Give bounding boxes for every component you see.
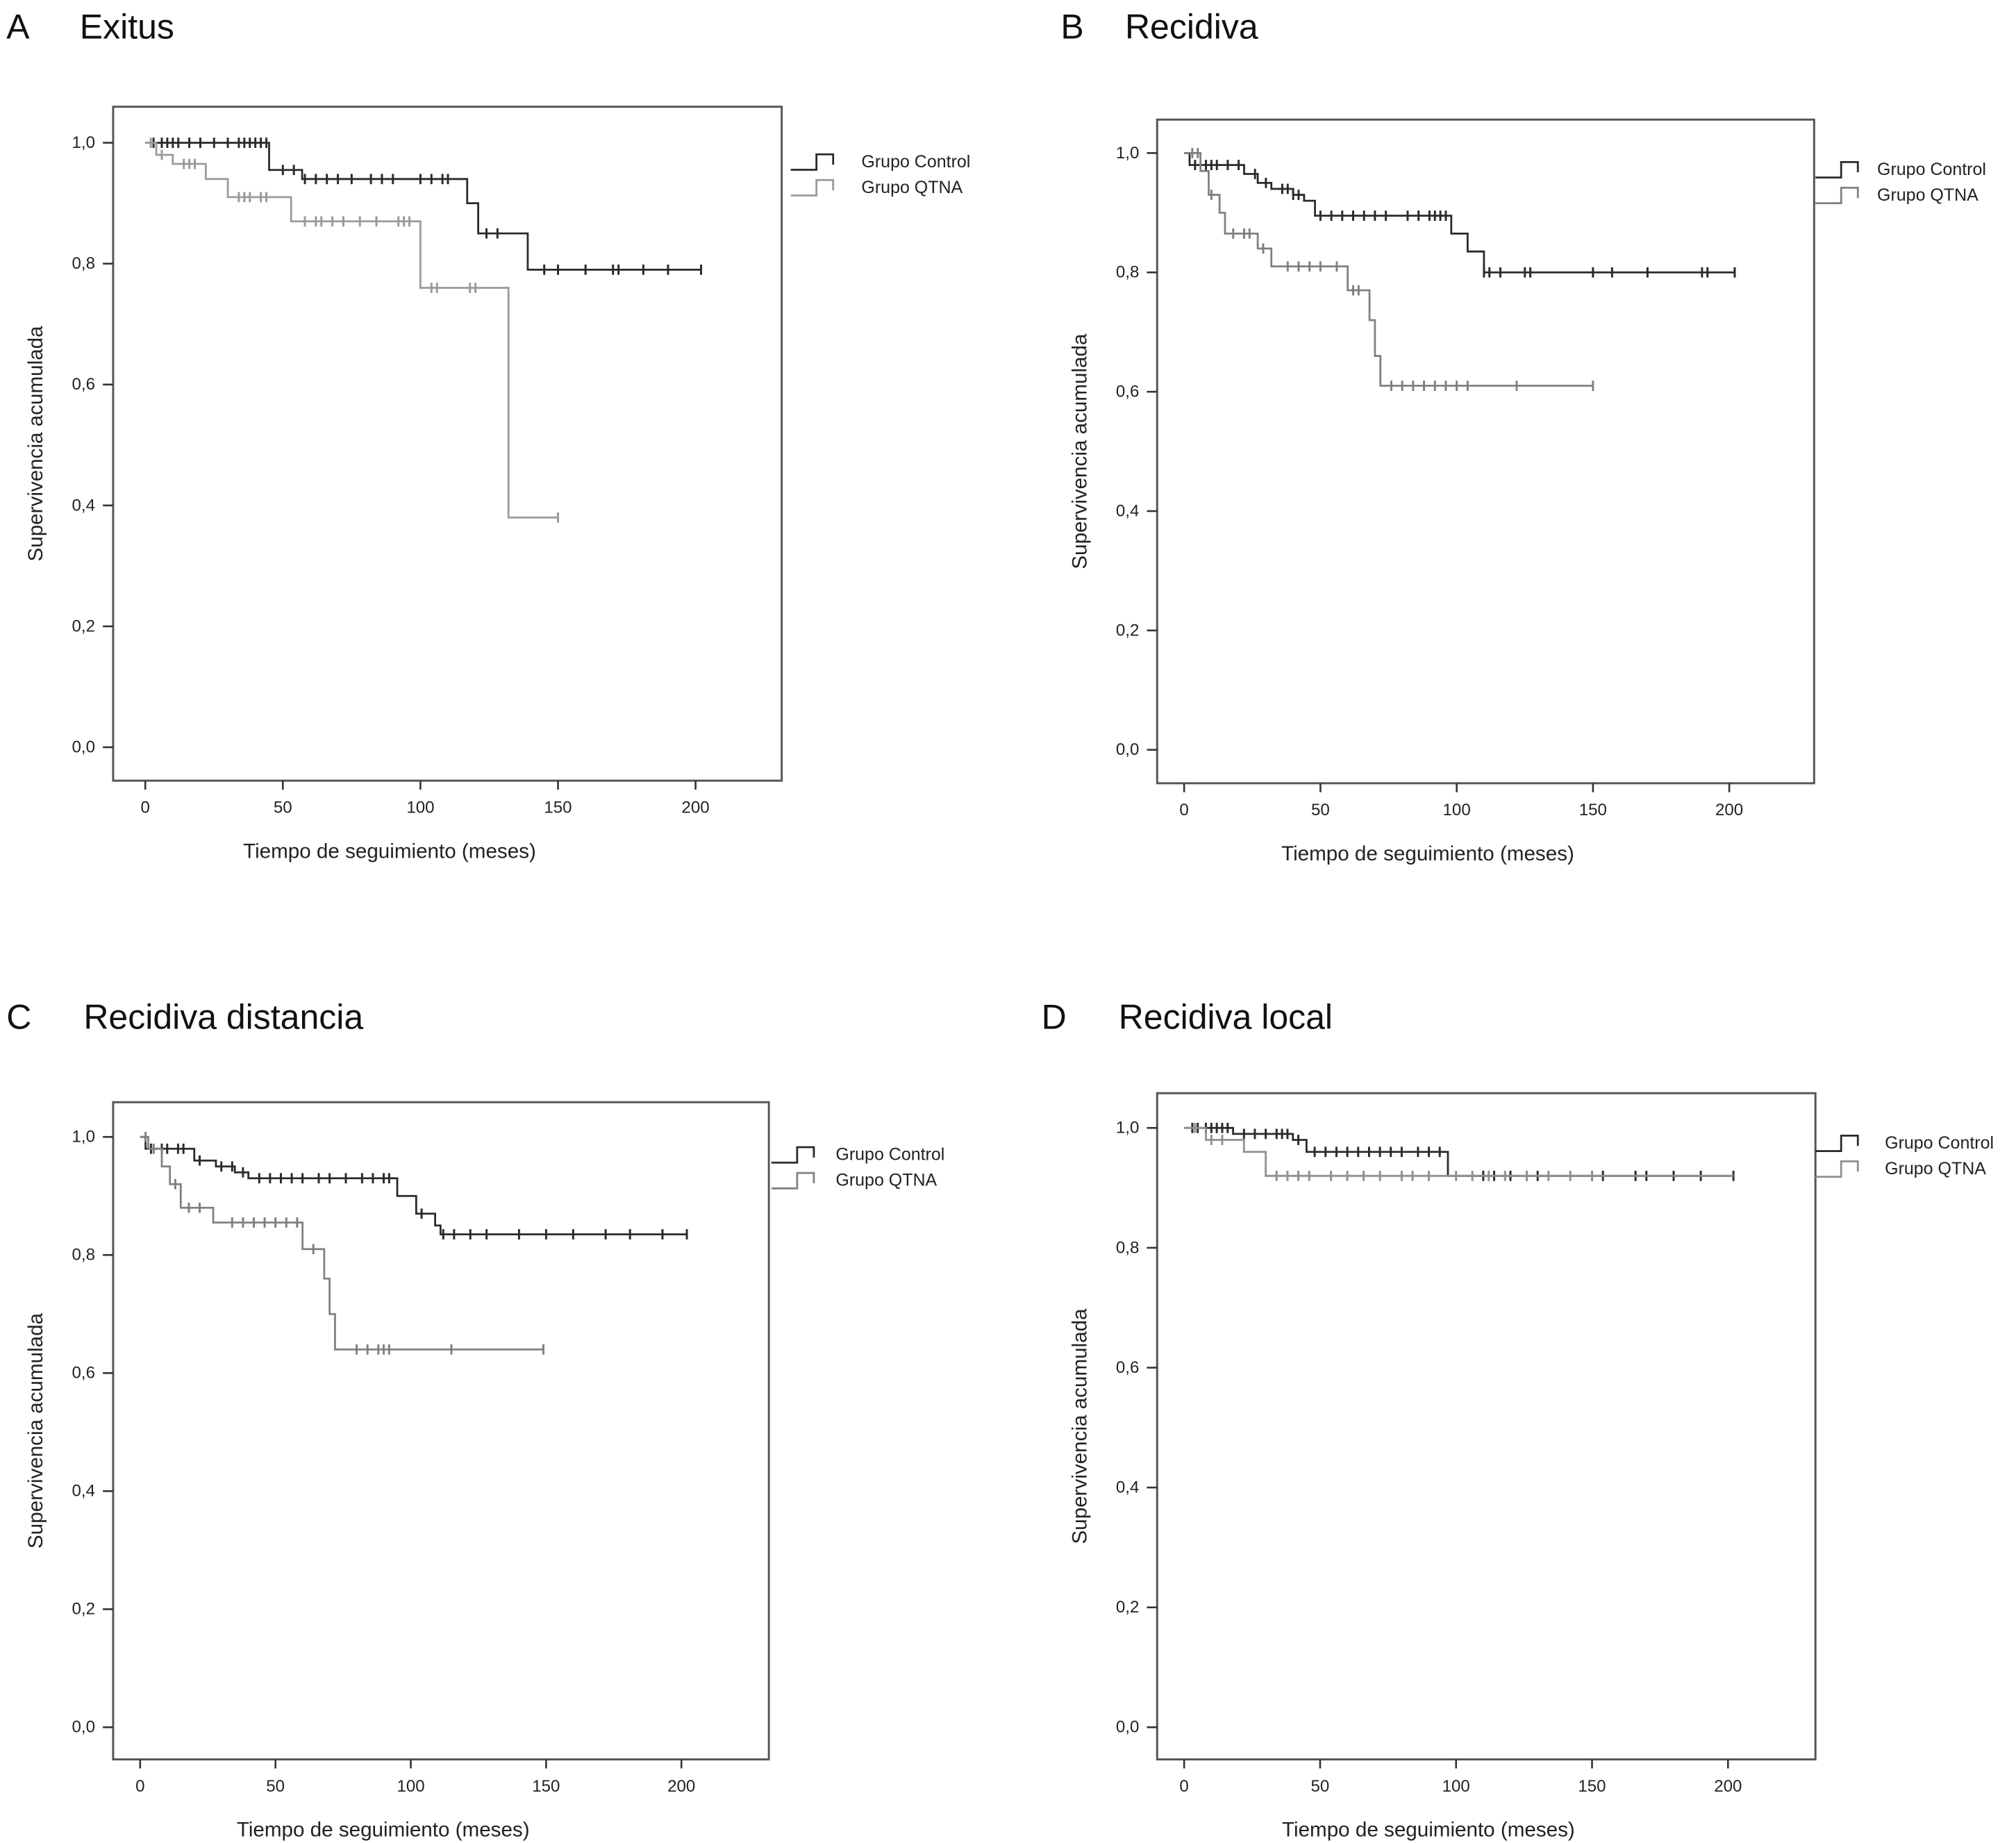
x-axis-label: Tiempo de seguimiento (meses) bbox=[1282, 1819, 1575, 1842]
survival-curve bbox=[140, 1135, 544, 1351]
panel-a: A Exitus 0,0 0,2 0,4 0,6 0,8 1,0 0 50 100 150 200 Tie… bbox=[6, 8, 970, 863]
legend-label: Grupo QTNA bbox=[1885, 1159, 1986, 1178]
y-axis-label: Supervivencia acumulada bbox=[24, 1312, 47, 1549]
x-axis-label: Tiempo de seguimiento (meses) bbox=[237, 1819, 530, 1842]
series-grupo-qtna bbox=[1184, 147, 1594, 391]
plot-frame bbox=[112, 1101, 770, 1761]
legend-swatch bbox=[1815, 1134, 1859, 1152]
x-tick-label: 50 bbox=[1311, 1777, 1330, 1796]
x-tick-label: 200 bbox=[1715, 801, 1743, 819]
y-tick-label: 0,2 bbox=[72, 1600, 95, 1619]
legend-label: Grupo QTNA bbox=[861, 178, 963, 197]
x-tick-label: 100 bbox=[1442, 1777, 1470, 1796]
y-tick-label: 1,0 bbox=[72, 1128, 95, 1146]
panel-b: B Recidiva 0,0 0,2 0,4 0,6 0,8 1,0 0 50 100 150 200 T… bbox=[1060, 8, 1986, 865]
y-tick-label: 0,6 bbox=[1116, 1358, 1139, 1377]
legend-label: Grupo Control bbox=[1885, 1133, 1994, 1153]
y-tick-label: 0,2 bbox=[72, 617, 95, 635]
panel-letter: D bbox=[1042, 998, 1067, 1037]
survival-curve bbox=[1184, 1126, 1734, 1177]
x-tick-label: 50 bbox=[1311, 801, 1330, 819]
panel-letter: C bbox=[6, 998, 31, 1037]
plot-frame bbox=[1156, 118, 1815, 785]
y-tick-label: 0,8 bbox=[72, 1246, 95, 1265]
legend-swatch bbox=[1815, 1160, 1859, 1178]
survival-curve bbox=[1184, 152, 1593, 387]
y-tick-label: 0,0 bbox=[72, 737, 95, 756]
legend-swatch bbox=[1815, 187, 1859, 205]
x-tick-label: 100 bbox=[397, 1777, 424, 1796]
y-tick-label: 0,8 bbox=[1116, 263, 1139, 282]
survival-curve bbox=[140, 1135, 688, 1235]
x-tick-label: 100 bbox=[406, 798, 434, 817]
y-tick-label: 0,6 bbox=[1116, 383, 1139, 401]
legend-label: Grupo Control bbox=[1877, 160, 1986, 179]
series-grupo-qtna bbox=[140, 1131, 544, 1355]
x-tick-label: 150 bbox=[1578, 1777, 1606, 1796]
legend-swatch bbox=[771, 1146, 815, 1164]
legend-swatch bbox=[790, 178, 835, 197]
x-tick-label: 200 bbox=[667, 1777, 695, 1796]
x-tick-label: 0 bbox=[1179, 801, 1188, 819]
x-tick-label: 0 bbox=[135, 1777, 144, 1796]
panel-c: C Recidiva distancia 0,0 0,2 0,4 0,6 0,8 1,0 0 50… bbox=[6, 998, 944, 1842]
y-axis-label: Supervivencia acumulada bbox=[24, 326, 47, 562]
y-tick-label: 0,4 bbox=[72, 496, 95, 515]
survival-curve bbox=[145, 142, 558, 519]
plot-frame bbox=[1156, 1092, 1817, 1761]
y-axis-label: Supervivencia acumulada bbox=[1068, 1308, 1091, 1544]
y-tick-label: 0,8 bbox=[1116, 1238, 1139, 1257]
series-grupo-control bbox=[1184, 152, 1736, 278]
x-tick-label: 200 bbox=[682, 798, 710, 817]
x-axis-label: Tiempo de seguimiento (meses) bbox=[1281, 842, 1574, 865]
x-axis-label: Tiempo de seguimiento (meses) bbox=[243, 840, 536, 862]
y-axis-label: Supervivencia acumulada bbox=[1068, 333, 1091, 569]
x-tick-label: 0 bbox=[1179, 1777, 1188, 1796]
x-tick-label: 50 bbox=[274, 798, 292, 817]
y-tick-label: 0,2 bbox=[1116, 1598, 1139, 1617]
legend-swatch bbox=[1815, 160, 1859, 178]
legend-label: Grupo Control bbox=[835, 1145, 944, 1165]
series-grupo-control bbox=[1184, 1122, 1735, 1181]
y-tick-label: 0,2 bbox=[1116, 621, 1139, 640]
y-tick-label: 1,0 bbox=[1116, 144, 1139, 162]
legend-label: Grupo QTNA bbox=[1877, 185, 1978, 205]
y-tick-label: 1,0 bbox=[72, 133, 95, 152]
survival-curve bbox=[1184, 1126, 1734, 1177]
x-tick-label: 0 bbox=[141, 798, 150, 817]
x-tick-label: 150 bbox=[1579, 801, 1607, 819]
x-tick-label: 150 bbox=[544, 798, 572, 817]
x-tick-label: 150 bbox=[532, 1777, 560, 1796]
plot-frame bbox=[112, 106, 783, 782]
y-tick-label: 0,6 bbox=[72, 375, 95, 394]
y-tick-label: 0,6 bbox=[72, 1364, 95, 1383]
panel-d: D Recidiva local 0,0 0,2 0,4 0,6 0,8 1,0 0 50 100 1… bbox=[1042, 998, 1994, 1842]
y-tick-label: 1,0 bbox=[1116, 1119, 1139, 1137]
legend-swatch bbox=[771, 1171, 815, 1190]
series-grupo-control bbox=[140, 1135, 688, 1240]
panel-letter: A bbox=[6, 8, 30, 47]
x-tick-label: 50 bbox=[266, 1777, 285, 1796]
panel-title: Recidiva bbox=[1125, 8, 1258, 47]
legend-label: Grupo QTNA bbox=[835, 1171, 937, 1190]
y-tick-label: 0,4 bbox=[1116, 501, 1139, 520]
panel-title: Recidiva local bbox=[1119, 998, 1333, 1037]
series-grupo-qtna bbox=[145, 137, 559, 523]
y-tick-label: 0,0 bbox=[72, 1718, 95, 1737]
legend-label: Grupo Control bbox=[861, 152, 970, 172]
panel-title: Exitus bbox=[80, 8, 174, 47]
y-tick-label: 0,4 bbox=[72, 1482, 95, 1501]
x-tick-label: 200 bbox=[1714, 1777, 1742, 1796]
series-grupo-qtna bbox=[1184, 1122, 1734, 1181]
y-tick-label: 0,4 bbox=[1116, 1478, 1139, 1496]
y-tick-label: 0,0 bbox=[1116, 1718, 1139, 1737]
panel-title: Recidiva distancia bbox=[83, 998, 363, 1037]
survival-curve bbox=[145, 142, 701, 271]
panel-letter: B bbox=[1060, 8, 1083, 47]
y-tick-label: 0,0 bbox=[1116, 740, 1139, 759]
y-tick-label: 0,8 bbox=[72, 254, 95, 273]
x-tick-label: 100 bbox=[1443, 801, 1471, 819]
legend-swatch bbox=[790, 153, 835, 171]
